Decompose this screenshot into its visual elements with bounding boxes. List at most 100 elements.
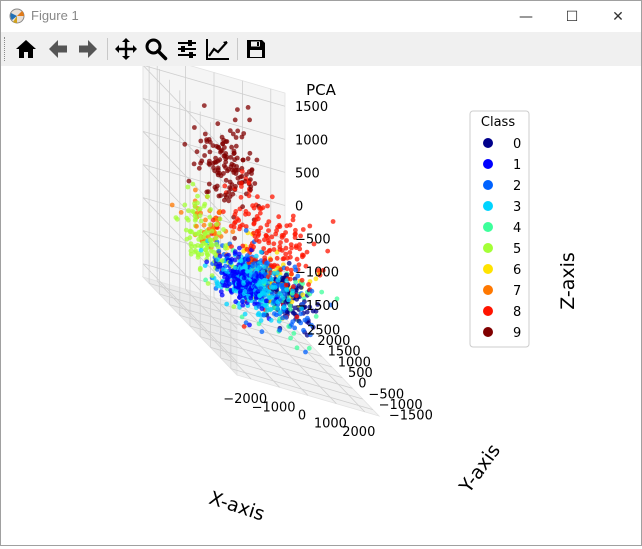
data-point-class-9	[182, 141, 188, 147]
data-point-class-8	[269, 234, 275, 240]
data-point-class-5	[205, 252, 210, 257]
configure-subplots-button[interactable]	[173, 35, 201, 63]
data-point-class-1	[228, 259, 233, 265]
zoom-button[interactable]	[142, 35, 170, 63]
data-point-class-4	[294, 345, 300, 351]
data-point-class-8	[288, 242, 294, 248]
data-point-class-4	[287, 303, 293, 308]
data-point-class-8	[320, 267, 326, 273]
data-point-class-5	[209, 228, 215, 234]
data-point-class-8	[243, 224, 249, 229]
data-point-class-8	[284, 238, 289, 243]
data-point-class-8	[255, 233, 261, 239]
data-point-class-8	[233, 209, 239, 214]
forward-arrow-icon	[79, 40, 97, 58]
edit-axis-button[interactable]	[204, 35, 232, 63]
back-button[interactable]	[44, 35, 72, 63]
y-gridline	[200, 336, 343, 379]
legend-label: 5	[513, 242, 521, 257]
data-point-class-2	[309, 322, 314, 328]
data-point-class-5	[187, 235, 193, 241]
forward-button[interactable]	[74, 35, 102, 63]
data-point-class-8	[290, 284, 296, 290]
z-gridline	[142, 97, 286, 140]
z-tick-label: 500	[295, 166, 320, 181]
data-point-class-5	[195, 193, 200, 199]
figure-canvas[interactable]: −2000 −1000 0 1000 2000 −1500 −1000 −500 0 500 100…	[1, 51, 641, 545]
data-point-class-9	[254, 157, 260, 163]
close-button[interactable]: ✕	[595, 1, 641, 32]
data-point-class-5	[217, 216, 223, 222]
data-point-class-3	[202, 263, 208, 268]
zoom-magnifier-icon	[145, 38, 168, 61]
data-point-class-5	[205, 281, 211, 286]
y-tick-label: 0	[358, 377, 366, 392]
data-point-class-1	[225, 277, 231, 283]
data-point-class-5	[215, 244, 221, 250]
toolbar-separator	[237, 38, 238, 60]
data-point-class-5	[197, 213, 203, 219]
z-gridline	[142, 64, 286, 107]
maximize-button[interactable]: ☐	[549, 1, 595, 32]
data-point-class-8	[303, 263, 309, 269]
toolbar-grip[interactable]	[4, 37, 8, 61]
data-point-class-5	[185, 217, 191, 223]
data-point-class-9	[240, 157, 246, 163]
data-point-class-8	[294, 293, 299, 299]
pca-3d-scatter-plot[interactable]: −2000−1000010002000−1500−1000−5000500100…	[1, 51, 641, 545]
z-gridline	[142, 230, 238, 329]
data-point-class-8	[290, 213, 296, 219]
data-point-class-9	[186, 178, 192, 184]
z-tick-label: −500	[295, 233, 331, 248]
x-tick-label: 2000	[342, 425, 375, 440]
data-point-class-8	[307, 223, 313, 229]
data-point-class-3	[257, 293, 262, 299]
data-point-class-5	[213, 252, 219, 258]
data-point-class-1	[248, 295, 254, 301]
data-point-class-5	[186, 208, 191, 214]
data-point-class-8	[283, 282, 289, 288]
home-button[interactable]	[12, 35, 40, 63]
data-point-class-8	[284, 266, 290, 272]
data-point-class-8	[296, 262, 302, 268]
close-icon: ✕	[612, 8, 624, 25]
data-point-class-3	[224, 301, 230, 307]
data-point-class-6	[300, 292, 306, 298]
data-point-class-1	[236, 251, 242, 257]
data-point-class-4	[239, 314, 245, 320]
y-gridline	[220, 357, 363, 400]
data-point-class-1	[219, 292, 225, 298]
data-point-class-1	[240, 299, 245, 304]
data-point-class-3	[261, 264, 267, 269]
data-point-class-0	[292, 305, 298, 311]
data-point-class-1	[234, 269, 240, 275]
data-point-class-8	[246, 193, 252, 199]
data-point-class-9	[245, 156, 251, 162]
data-point-class-1	[247, 322, 252, 328]
data-point-class-5	[231, 304, 237, 310]
data-point-class-4	[306, 345, 312, 351]
data-point-class-8	[238, 194, 244, 200]
data-point-class-1	[240, 302, 246, 308]
data-point-class-8	[241, 324, 247, 329]
legend-marker	[483, 264, 493, 274]
minimize-button[interactable]: —	[503, 1, 549, 32]
pan-button[interactable]	[112, 35, 140, 63]
data-point-class-3	[286, 297, 291, 303]
title-bar[interactable]: Figure 1 — ☐ ✕	[1, 1, 641, 32]
data-point-class-3	[258, 318, 264, 323]
save-icon	[247, 40, 265, 58]
y-tick-label: 2000	[317, 334, 350, 349]
data-point-class-1	[233, 299, 239, 305]
data-point-class-4	[288, 335, 293, 341]
save-button[interactable]	[242, 35, 270, 63]
data-point-class-5	[196, 230, 202, 235]
legend-label: 9	[513, 326, 521, 341]
data-point-class-8	[283, 245, 289, 251]
data-point-class-1	[259, 306, 265, 312]
data-point-class-8	[300, 227, 306, 232]
data-point-class-8	[297, 246, 303, 252]
data-point-class-9	[235, 107, 240, 112]
legend-marker	[483, 285, 493, 295]
data-point-class-5	[198, 218, 204, 224]
